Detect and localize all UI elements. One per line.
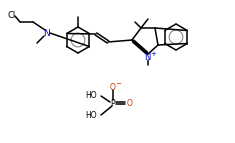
Text: HO: HO [85,92,97,101]
Text: Cl: Cl [8,10,16,19]
Text: N: N [144,52,150,61]
Text: HO: HO [85,111,97,120]
Text: O: O [127,99,133,108]
Text: +: + [150,51,156,57]
Text: P: P [111,99,115,108]
Text: N: N [44,28,50,37]
Text: O: O [110,83,116,92]
Text: −: − [115,81,121,87]
